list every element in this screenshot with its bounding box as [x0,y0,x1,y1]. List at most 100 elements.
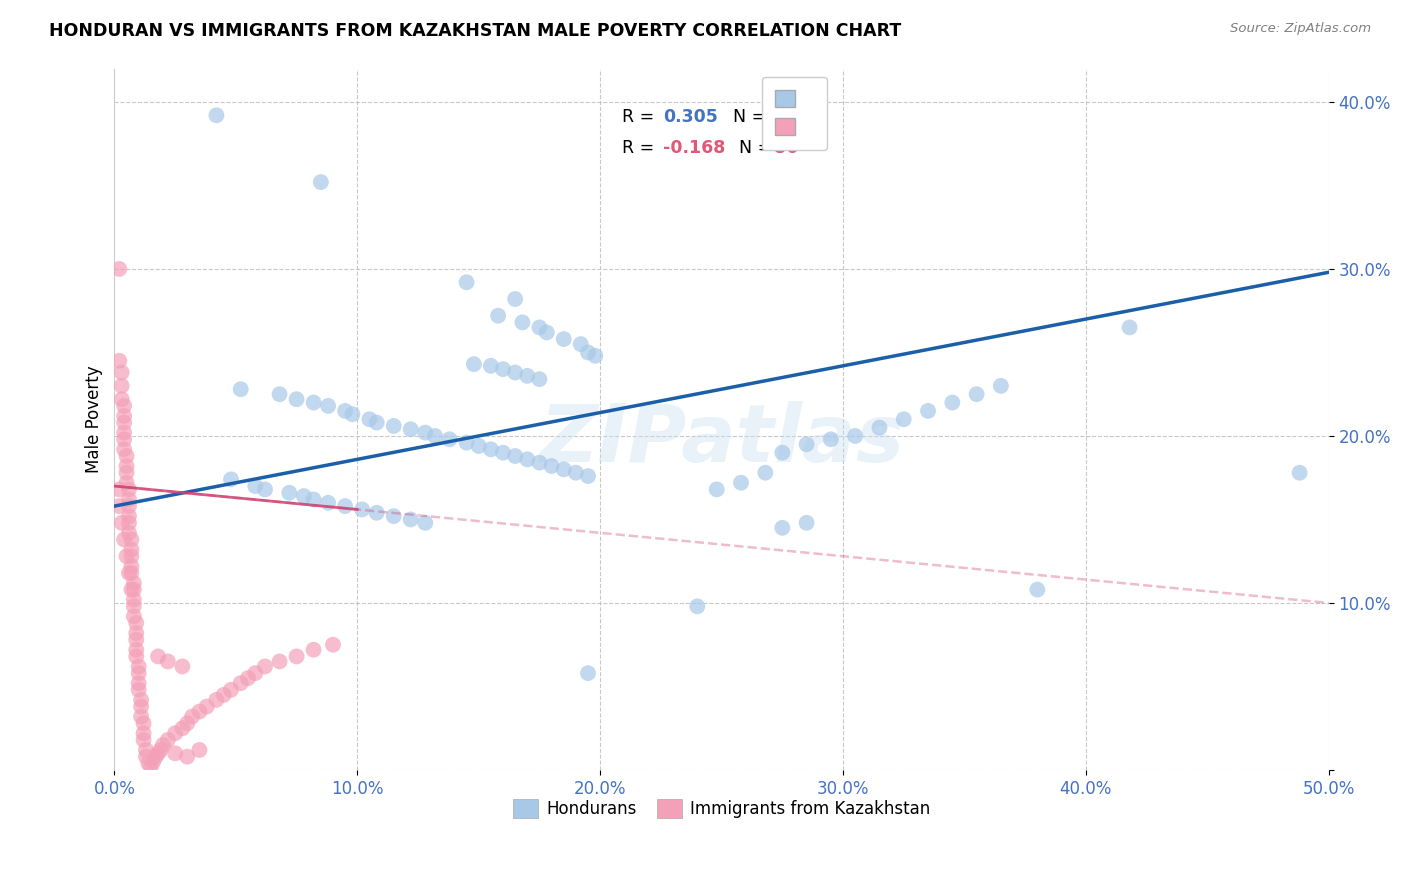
Point [212,688,235,702]
Point [770,521,793,535]
Point [229,382,252,396]
Point [269,655,291,669]
Point [503,366,526,380]
Point [165,747,187,761]
Point [195,699,218,714]
Point [135,749,157,764]
Point [820,432,842,446]
Point [205,108,228,122]
Point [108,262,131,277]
Point [292,489,315,503]
Point [730,475,752,490]
Point [540,458,562,473]
Point [706,483,728,497]
Point [152,738,174,752]
Point [366,506,388,520]
Point [565,466,588,480]
Point [333,404,356,418]
Text: HONDURAN VS IMMIGRANTS FROM KAZAKHSTAN MALE POVERTY CORRELATION CHART: HONDURAN VS IMMIGRANTS FROM KAZAKHSTAN M… [49,22,901,40]
Point [583,349,606,363]
Point [342,407,364,421]
Point [245,479,267,493]
Point [576,469,599,483]
Point [754,466,776,480]
Point [138,756,160,771]
Point [316,496,339,510]
Text: -0.168: -0.168 [664,138,725,157]
Point [359,412,381,426]
Point [366,416,388,430]
Point [352,502,374,516]
Text: 86: 86 [773,138,799,157]
Point [142,755,165,769]
Point [112,409,135,423]
Point [333,499,356,513]
Point [128,682,150,697]
Point [463,357,485,371]
Point [128,676,150,690]
Point [503,449,526,463]
Point [278,485,301,500]
Point [120,533,142,547]
Point [236,671,259,685]
Point [111,379,134,393]
Point [112,442,135,457]
Point [112,432,135,446]
Point [467,439,489,453]
Point [516,368,538,383]
Point [122,576,145,591]
Point [181,709,204,723]
Point [1118,320,1140,334]
Point [399,512,422,526]
Point [122,599,145,614]
Point [120,542,142,557]
Point [302,492,325,507]
Point [686,599,709,614]
Point [132,733,155,747]
Point [423,429,446,443]
Point [122,609,145,624]
Point [770,445,793,459]
Point [145,749,167,764]
Point [111,516,134,530]
Point [120,549,142,564]
Point [118,509,141,524]
Point [285,392,308,407]
Point [302,642,325,657]
Point [125,615,148,630]
Point [118,516,141,530]
Point [269,387,291,401]
Point [125,632,148,647]
Point [118,566,141,580]
Point [399,422,422,436]
Point [553,462,575,476]
Point [479,442,502,457]
Text: 0.305: 0.305 [664,108,718,126]
Point [120,566,142,580]
Text: R =: R = [621,138,659,157]
Point [172,659,194,673]
Legend: Hondurans, Immigrants from Kazakhstan: Hondurans, Immigrants from Kazakhstan [506,793,936,825]
Point [309,175,332,189]
Point [125,626,148,640]
Point [115,475,138,490]
Point [576,666,599,681]
Point [118,525,141,540]
Point [479,359,502,373]
Point [382,509,405,524]
Y-axis label: Male Poverty: Male Poverty [86,366,103,473]
Point [576,345,599,359]
Point [188,743,211,757]
Point [129,699,152,714]
Point [112,416,135,430]
Point [229,676,252,690]
Point [245,666,267,681]
Point [172,721,194,735]
Point [120,582,142,597]
Text: R =: R = [621,108,659,126]
Point [108,353,131,368]
Point [146,649,169,664]
Point [111,366,134,380]
Point [112,533,135,547]
Point [128,659,150,673]
